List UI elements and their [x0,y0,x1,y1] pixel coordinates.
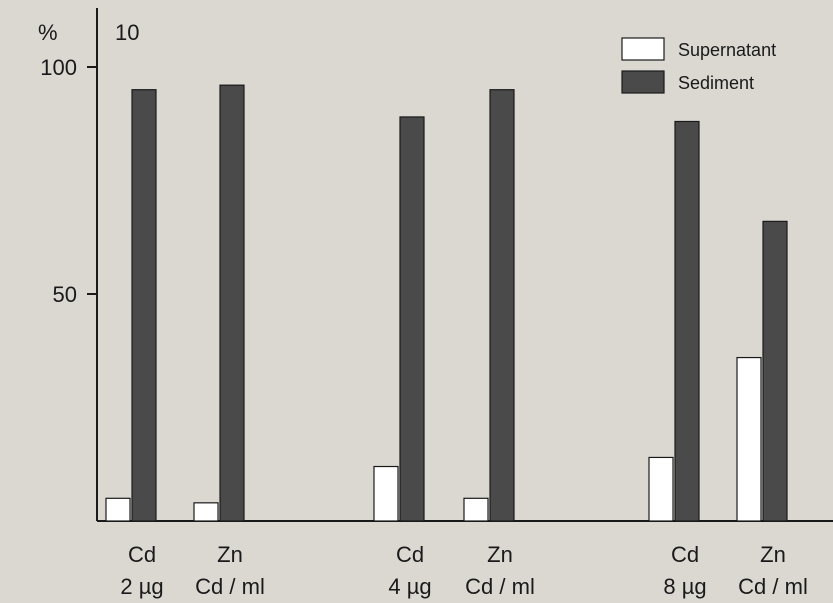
bar-supernatant-2 [193,502,219,522]
unit-label: % [38,20,58,45]
panel-label: 10 [115,20,139,45]
bar-supernatant-4 [463,497,489,522]
bars [105,84,788,522]
bar-sediment-6 [762,220,788,522]
x-labels: Cd 2 µg Zn Cd / ml Cd 4 µg Zn Cd / ml Cd 8 µg Zn Cd… [120,542,807,599]
y-tick-label: 50 [53,282,77,307]
bar-sediment-2 [219,84,245,522]
legend-swatch-sediment [621,70,665,94]
x-label-top: Zn [217,542,243,567]
legend-label-supernatant: Supernatant [678,40,776,60]
bar-supernatant-6 [736,356,762,522]
y-tick-label: 100 [40,55,77,80]
legend-swatch-supernatant [621,37,665,61]
x-label-top: Cd [396,542,424,567]
x-label-bottom: Cd / ml [195,574,265,599]
x-label-top: Zn [760,542,786,567]
x-label-bottom: 8 µg [663,574,706,599]
bar-sediment-5 [674,120,700,522]
y-ticks: 50 100 [40,55,97,307]
bar-sediment-4 [489,89,515,522]
bar-supernatant-5 [648,456,674,522]
x-label-top: Cd [671,542,699,567]
bar-sediment-1 [131,89,157,522]
x-label-bottom: 2 µg [120,574,163,599]
bar-supernatant-1 [105,497,131,522]
x-label-bottom: Cd / ml [738,574,808,599]
bar-supernatant-3 [373,465,399,522]
legend: Supernatant Sediment [621,37,776,94]
x-label-bottom: 4 µg [388,574,431,599]
bar-sediment-3 [399,116,425,522]
x-label-bottom: Cd / ml [465,574,535,599]
x-label-top: Zn [487,542,513,567]
x-label-top: Cd [128,542,156,567]
legend-label-sediment: Sediment [678,73,754,93]
